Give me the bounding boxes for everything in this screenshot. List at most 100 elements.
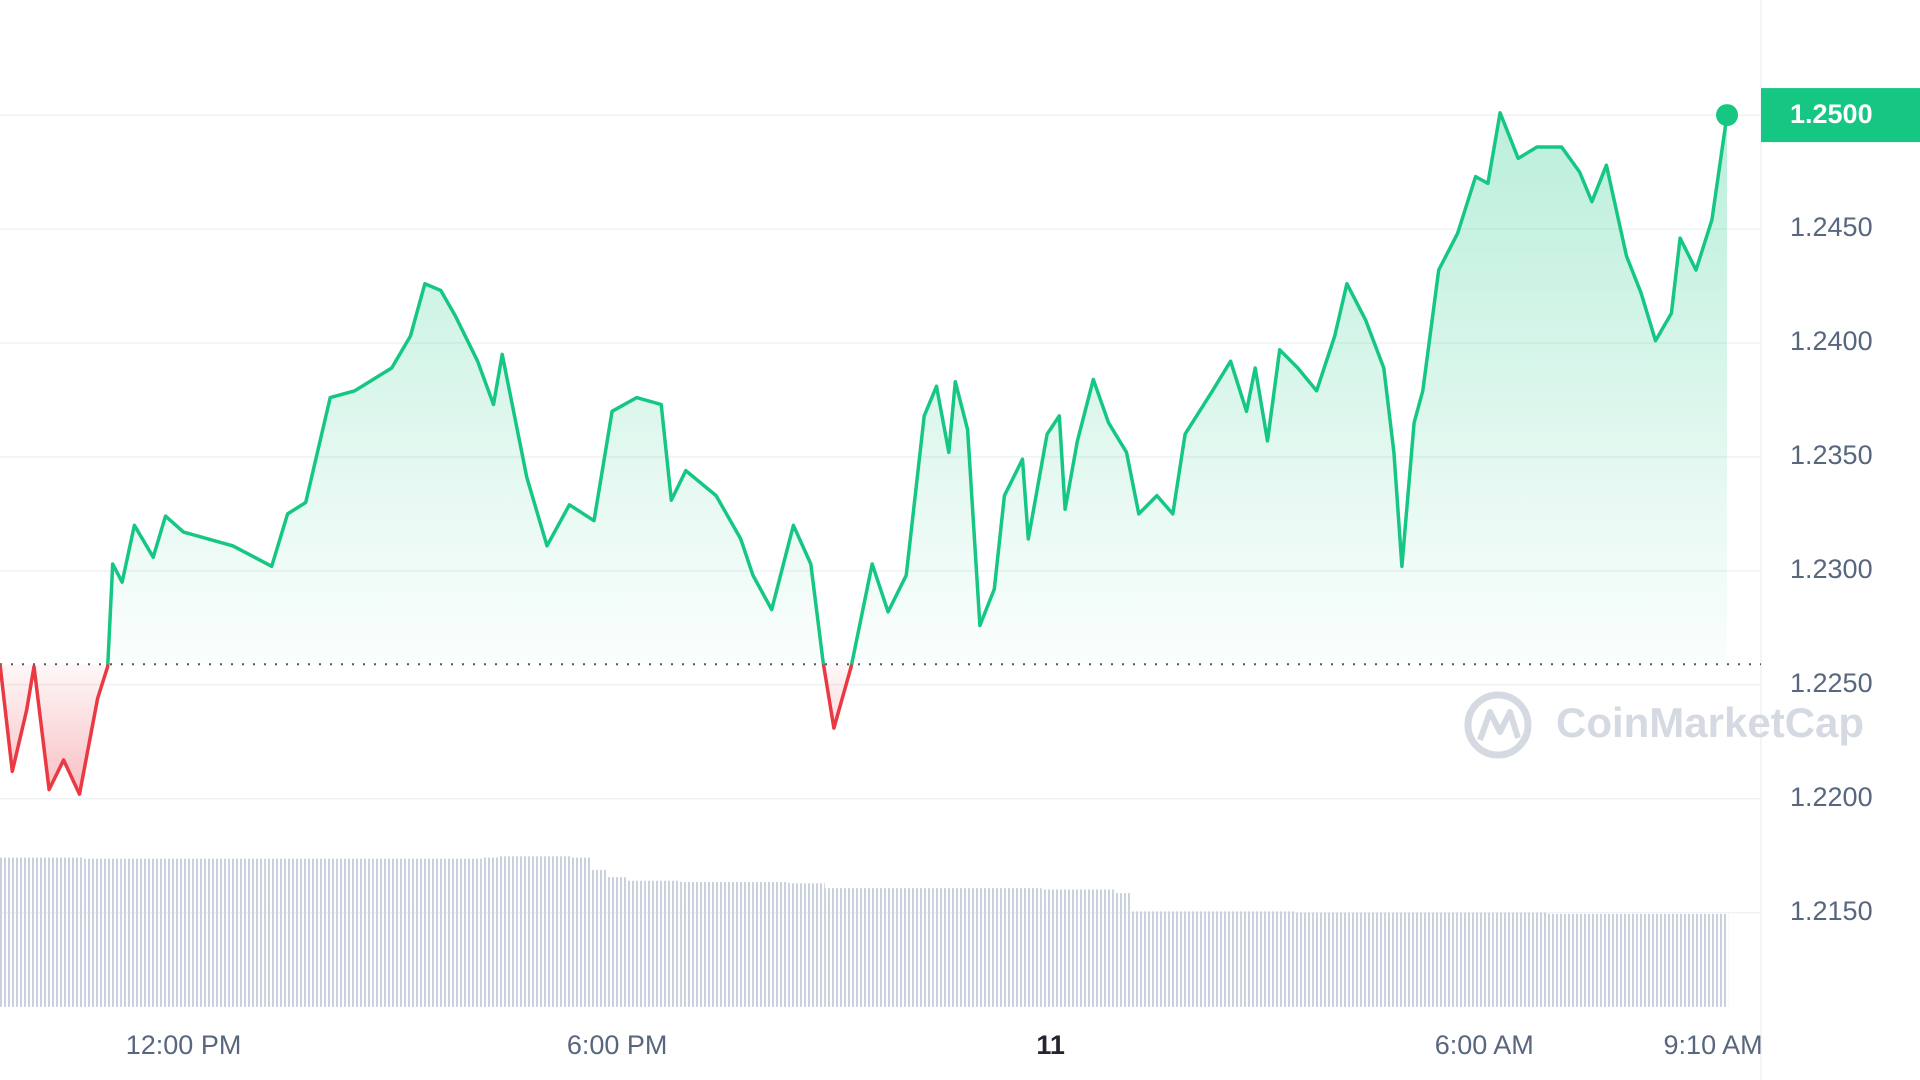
x-tick-label: 9:10 AM [1664, 1030, 1763, 1060]
volume-bar [409, 858, 428, 1007]
volume-bar [788, 883, 807, 1007]
volume-bar [1222, 911, 1241, 1007]
volume-bar [662, 880, 681, 1007]
y-tick-label: 1.2200 [1790, 782, 1873, 812]
y-tick-label: 1.2250 [1790, 668, 1873, 698]
volume-bar [824, 888, 843, 1007]
volume-bar [590, 869, 609, 1007]
volume-bar [246, 858, 265, 1007]
volume-bar [933, 888, 952, 1007]
price-badge-label: 1.2500 [1790, 99, 1873, 129]
volume-bar [1276, 911, 1295, 1007]
volume-bar [1330, 912, 1349, 1007]
x-tick-label: 11 [1036, 1030, 1065, 1060]
volume-bar [770, 882, 789, 1007]
watermark-logo-mark [1477, 709, 1521, 742]
volume-bar [0, 913, 19, 1007]
volume-bar [951, 888, 970, 1007]
volume-bar [463, 858, 482, 1007]
y-tick-label: 1.2450 [1790, 212, 1873, 242]
x-tick-label: 6:00 AM [1435, 1030, 1534, 1060]
volume-bar [1655, 913, 1674, 1007]
volume-bar [969, 888, 988, 1007]
volume-bar [355, 858, 374, 1007]
volume-bar [1673, 913, 1692, 1007]
volume-bar [1150, 911, 1169, 1007]
price-line [0, 111, 1729, 796]
volume-bar [1402, 912, 1422, 1007]
y-tick-label: 1.2350 [1790, 440, 1873, 470]
price-area [0, 112, 1727, 795]
volume-bar [1240, 911, 1259, 1007]
y-tick-label: 1.2400 [1790, 326, 1873, 356]
volume-bar [1547, 913, 1566, 1007]
y-tick-label: 1.2300 [1790, 554, 1873, 584]
volume-bar [752, 882, 771, 1007]
volume-bar [553, 856, 572, 1007]
volume-bar [571, 857, 591, 1007]
volume-bar [156, 858, 175, 1007]
volume-bar [915, 888, 934, 1007]
volume-bar [337, 858, 356, 1007]
volume-bar [102, 858, 121, 1007]
x-tick-label: 6:00 PM [567, 1030, 668, 1060]
volume-bar [228, 858, 247, 1007]
volume-bar [481, 857, 500, 1007]
volume-bar [1131, 911, 1151, 1007]
volume-bar [499, 856, 518, 1007]
volume-bar [1493, 912, 1512, 1007]
y-tick-label: 1.2150 [1790, 896, 1873, 926]
volume-bar [734, 882, 753, 1007]
volume-bar [1421, 912, 1440, 1007]
volume-bar [1529, 912, 1548, 1007]
price-badge [1761, 88, 1920, 143]
volume-bar [1258, 911, 1277, 1007]
volume-bar [680, 882, 699, 1007]
volume-bar [716, 882, 735, 1007]
volume-bar [1077, 889, 1096, 1007]
volume-bar [1041, 889, 1060, 1007]
volume-bar [517, 856, 536, 1007]
volume-bar [1565, 913, 1584, 1007]
volume-bar [1059, 889, 1078, 1007]
volume-bar [1439, 912, 1458, 1007]
volume-bar [1619, 913, 1638, 1007]
volume-bar [319, 858, 338, 1007]
volume-bar [300, 858, 320, 1007]
volume-bar [373, 858, 392, 1007]
volume-bar [445, 858, 464, 1007]
volume-bar [1204, 911, 1223, 1007]
volume-bar [1023, 888, 1042, 1007]
volume-bar [1583, 913, 1602, 1007]
volume-bar [427, 858, 446, 1007]
watermark: CoinMarketCap [1464, 691, 1864, 759]
volume-bar [1294, 912, 1313, 1007]
x-tick-label: 12:00 PM [126, 1030, 242, 1060]
volume-bar [1691, 913, 1711, 1007]
volume-bar [1113, 893, 1132, 1007]
volume-bar [1601, 913, 1620, 1007]
watermark-logo [1464, 691, 1532, 759]
volume-bar [1384, 912, 1403, 1007]
volume-bar [626, 880, 645, 1007]
volume-bar [535, 856, 554, 1007]
volume-bar [1005, 888, 1024, 1007]
volume-bar [806, 883, 825, 1007]
volume-bar [174, 858, 193, 1007]
volume-bar [1475, 912, 1494, 1007]
volume-bar [879, 888, 898, 1007]
volume-bar [84, 858, 103, 1007]
volume-bar [860, 888, 880, 1007]
volume-bar [210, 858, 229, 1007]
volume-bar [987, 888, 1006, 1007]
volume-bar [66, 857, 85, 1007]
volume-bar [1186, 911, 1205, 1007]
volume-bar [138, 858, 157, 1007]
volume-bar [192, 858, 211, 1007]
volume-bar [264, 858, 283, 1007]
volume-bar [120, 858, 139, 1007]
volume-bar [391, 858, 410, 1007]
volume-bar [1366, 912, 1385, 1007]
